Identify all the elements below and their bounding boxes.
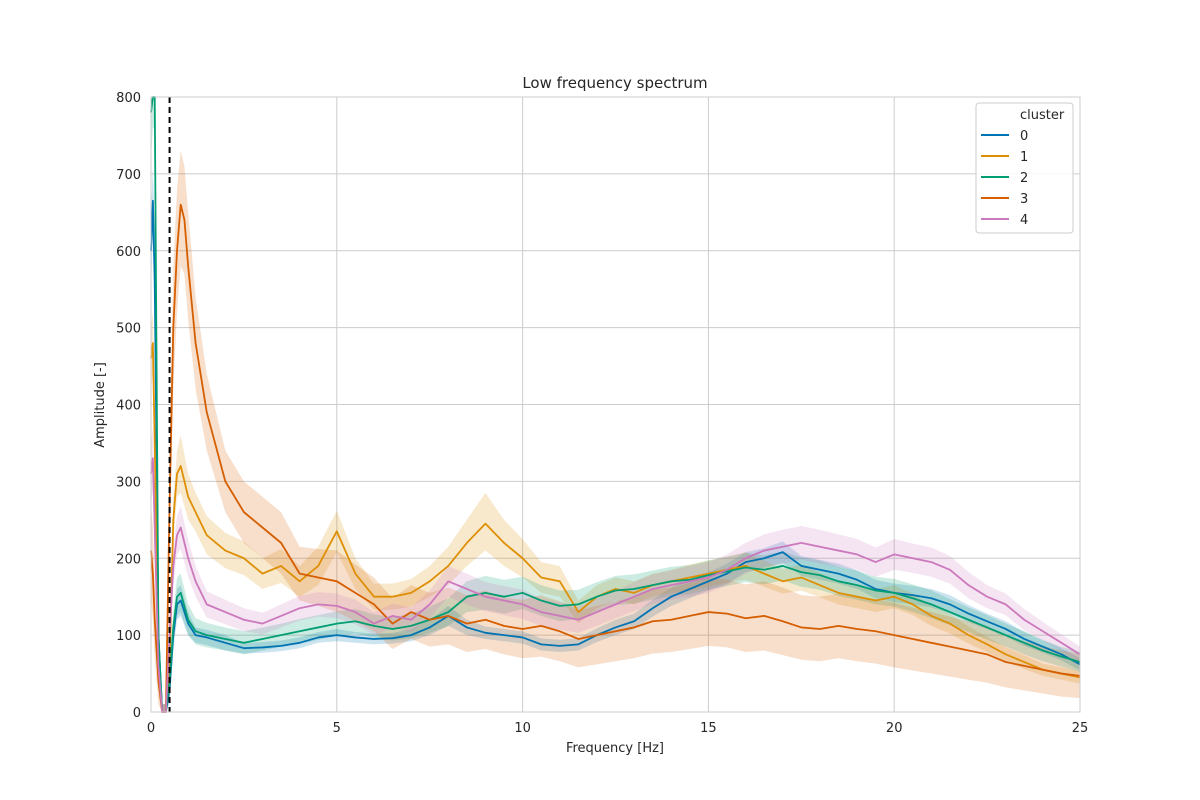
y-tick-label: 700 bbox=[116, 168, 141, 183]
legend-label-0: 0 bbox=[1020, 129, 1028, 144]
y-tick-label: 600 bbox=[116, 245, 141, 260]
legend-label-2: 2 bbox=[1020, 171, 1028, 186]
series-line-1 bbox=[150, 342, 1081, 713]
legend-label-1: 1 bbox=[1020, 150, 1028, 165]
x-tick-label: 10 bbox=[514, 721, 531, 736]
confidence-band-4 bbox=[151, 427, 1080, 712]
legend-title: cluster bbox=[1020, 108, 1065, 123]
y-tick-label: 800 bbox=[116, 91, 141, 106]
series-lines bbox=[150, 96, 1081, 713]
x-tick-label: 15 bbox=[700, 721, 717, 736]
confidence-band-3 bbox=[151, 150, 1080, 712]
x-tick-label: 20 bbox=[886, 721, 903, 736]
x-tick-label: 0 bbox=[147, 721, 155, 736]
chart-title: Low frequency spectrum bbox=[522, 74, 707, 92]
series-line-4 bbox=[150, 457, 1081, 713]
legend: cluster 0 1 2 3 4 bbox=[975, 102, 1074, 234]
confidence-band-1 bbox=[151, 312, 1080, 712]
series-line-3 bbox=[150, 203, 1081, 713]
y-axis-label: Amplitude [-] bbox=[93, 362, 108, 448]
y-tick-label: 200 bbox=[116, 552, 141, 567]
confidence-band-0 bbox=[151, 166, 1080, 712]
y-tick-label: 300 bbox=[116, 475, 141, 490]
legend-label-4: 4 bbox=[1020, 213, 1028, 228]
series-line-2 bbox=[150, 96, 1081, 713]
axes bbox=[150, 96, 1081, 713]
y-tick-label: 500 bbox=[116, 322, 141, 337]
legend-label-3: 3 bbox=[1020, 192, 1028, 207]
x-tick-label: 25 bbox=[1072, 721, 1089, 736]
y-tick-label: 400 bbox=[116, 399, 141, 414]
y-tick-label: 100 bbox=[116, 629, 141, 644]
x-axis-label: Frequency [Hz] bbox=[566, 741, 664, 756]
x-tick-label: 5 bbox=[333, 721, 341, 736]
y-tick-label: 0 bbox=[133, 706, 141, 721]
plot-frame bbox=[150, 96, 1081, 713]
